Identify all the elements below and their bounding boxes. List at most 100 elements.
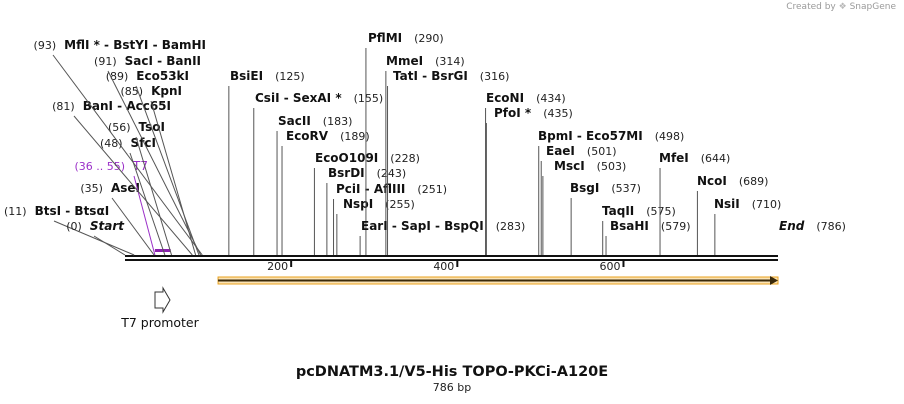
site-name-sacii: SacII <box>278 114 311 128</box>
site-pos-taqii: (575) <box>646 205 676 218</box>
site-name-bsrdi: BsrDI <box>328 166 365 180</box>
site-name-eari: EarI - SapI - BspQI <box>361 219 484 233</box>
site-pos-ecorv: (189) <box>340 130 370 143</box>
site-pos-msci: (503) <box>597 160 627 173</box>
site-label-msci: MscI (503) <box>554 159 626 173</box>
site-name-bpmi: BpmI - Eco57MI <box>538 129 643 143</box>
site-label-eari: EarI - SapI - BspQI (283) <box>361 219 525 233</box>
site-pos-eco53ki: (89) <box>106 70 129 83</box>
promoter-arrow-icon <box>154 286 171 314</box>
site-name-econi: EcoNI <box>486 91 524 105</box>
site-label-pflmi: PflMI (290) <box>368 31 444 45</box>
site-pos-bsahi: (579) <box>661 220 691 233</box>
credit-text: Created by <box>786 2 836 12</box>
site-label-t7: (36 .. 55) T7 <box>74 159 148 173</box>
map-length: 786 bp <box>432 381 472 394</box>
site-pos-pcli: (251) <box>417 183 447 196</box>
site-label-bani: (81) BanI - Acc65I <box>52 99 171 113</box>
site-name-pcli: PciI - AflIII <box>336 182 405 196</box>
site-name-sfci: SfcI <box>131 136 156 150</box>
site-name-eco53ki: Eco53kI <box>136 69 189 83</box>
site-pos-pfoi: (435) <box>543 107 573 120</box>
site-pos-eaei: (501) <box>587 145 617 158</box>
site-name-taqii: TaqII <box>602 204 634 218</box>
site-label-pfoi: PfoI * (435) <box>494 106 573 120</box>
site-pos-t7: (36 .. 55) <box>74 160 125 173</box>
site-pos-ncoi: (689) <box>739 175 769 188</box>
site-label-mfei: MfeI (644) <box>659 151 730 165</box>
site-label-csii: CsiI - SexAI * (155) <box>255 91 383 105</box>
site-name-mfei: MfeI <box>659 151 689 165</box>
site-label-bpmi: BpmI - Eco57MI (498) <box>538 129 684 143</box>
site-name-eaei: EaeI <box>546 144 575 158</box>
axis-tick-label: 600 <box>599 260 620 273</box>
site-name-bsahi: BsaHI <box>610 219 649 233</box>
site-name-bani: BanI - Acc65I <box>83 99 171 113</box>
site-label-bsrdi: BsrDI (243) <box>328 166 406 180</box>
site-pos-kpni: (85) <box>121 85 144 98</box>
site-label-ncoi: NcoI (689) <box>697 174 768 188</box>
site-pos-nspi: (255) <box>385 198 415 211</box>
site-label-eco53ki: (89) Eco53kI <box>106 69 189 83</box>
site-pos-bpmi: (498) <box>655 130 685 143</box>
site-name-end: End <box>779 219 805 233</box>
site-pos-ecoo109i: (228) <box>390 152 420 165</box>
site-leader-btsi <box>53 220 135 256</box>
site-leader-mfli <box>52 54 203 256</box>
site-name-msci: MscI <box>554 159 585 173</box>
site-name-ecorv: EcoRV <box>286 129 329 143</box>
site-pos-sacii: (183) <box>323 115 353 128</box>
site-name-saci: SacI - BanII <box>125 54 201 68</box>
orf-arrow-head-icon <box>770 276 778 285</box>
site-label-ecorv: EcoRV (189) <box>286 129 370 143</box>
site-name-btsi: BtsI - BtsαI <box>35 204 110 218</box>
site-leader-eco53ki <box>135 85 200 256</box>
site-pos-bani: (81) <box>52 100 75 113</box>
site-pos-pflmi: (290) <box>414 32 444 45</box>
site-leader-sfci <box>129 152 166 256</box>
site-label-bsiei: BsiEI (125) <box>230 69 305 83</box>
site-leader-bani <box>73 115 193 256</box>
site-name-bsiei: BsiEI <box>230 69 263 83</box>
site-label-saci: (91) SacI - BanII <box>94 54 201 68</box>
site-pos-saci: (91) <box>94 55 117 68</box>
site-label-start: (0) Start <box>66 219 125 233</box>
site-label-kpni: (85) KpnI <box>121 84 183 98</box>
site-label-bsahi: BsaHI (579) <box>610 219 691 233</box>
site-name-kpni: KpnI <box>151 84 182 98</box>
site-pos-start: (0) <box>66 220 82 233</box>
site-pos-tati: (316) <box>480 70 510 83</box>
site-label-sfci: (48) SfcI <box>100 136 156 150</box>
site-pos-nsii: (710) <box>752 198 782 211</box>
site-label-econi: EcoNI (434) <box>486 91 566 105</box>
site-leader-asei <box>111 197 155 256</box>
site-name-ecoo109i: EcoO109I <box>315 151 378 165</box>
site-pos-mfli: (93) <box>34 39 57 52</box>
site-pos-bsiei: (125) <box>275 70 305 83</box>
site-name-ncoi: NcoI <box>697 174 727 188</box>
site-label-nspi: NspI (255) <box>343 197 415 211</box>
site-name-nspi: NspI <box>343 197 373 211</box>
site-pos-mmei: (314) <box>435 55 465 68</box>
map-title: pcDNATM3.1/V5-His TOPO-PKCi-A120E <box>295 364 609 380</box>
t7-region-mark <box>154 249 171 252</box>
site-name-bsgi: BsgI <box>570 181 599 195</box>
site-name-csii: CsiI - SexAI * <box>255 91 342 105</box>
site-name-tati: TatI - BsrGI <box>393 69 468 83</box>
site-label-nsii: NsiI (710) <box>714 197 781 211</box>
site-name-pfoi: PfoI * <box>494 106 532 120</box>
site-label-sacii: SacII (183) <box>278 114 352 128</box>
site-leader-t7 <box>133 175 156 256</box>
site-name-mfli: MflI * - BstYI - BamHI <box>64 38 206 52</box>
axis-tick-label: 200 <box>267 260 288 273</box>
site-pos-mfei: (644) <box>701 152 731 165</box>
credit-brand: SnapGene <box>849 2 896 12</box>
site-pos-econi: (434) <box>536 92 566 105</box>
site-name-start: Start <box>90 219 125 233</box>
site-label-bsgi: BsgI (537) <box>570 181 641 195</box>
site-leader-start <box>93 235 126 256</box>
site-name-nsii: NsiI <box>714 197 740 211</box>
site-label-mmei: MmeI (314) <box>386 54 465 68</box>
site-leader-saci <box>107 70 202 256</box>
